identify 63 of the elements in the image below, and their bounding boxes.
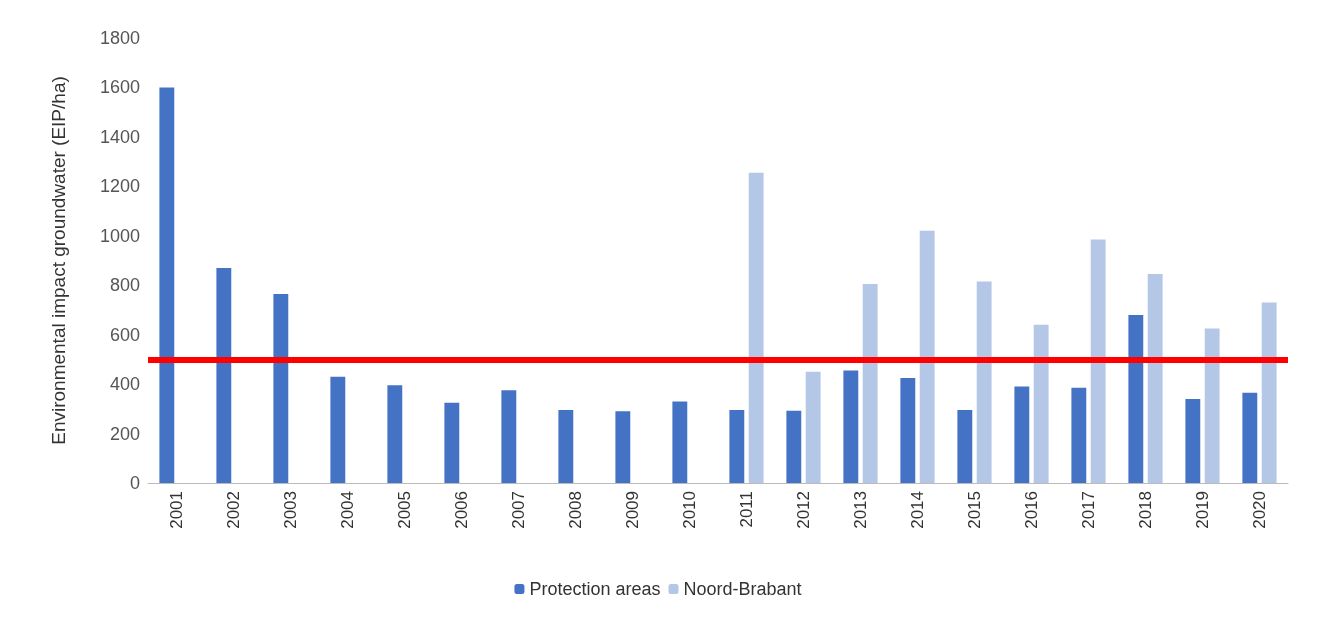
bar bbox=[159, 87, 175, 483]
y-tick-label: 1000 bbox=[99, 225, 140, 246]
x-tick-label: 2007 bbox=[509, 491, 528, 529]
bar bbox=[501, 390, 517, 483]
y-tick-label: 1800 bbox=[99, 28, 140, 48]
y-axis-title: Environmental impact groundwater (EIP/ha) bbox=[48, 76, 69, 445]
x-tick-label: 2015 bbox=[965, 491, 984, 529]
y-tick-label: 0 bbox=[129, 473, 140, 493]
bar bbox=[1261, 302, 1277, 483]
bar bbox=[919, 230, 935, 483]
x-tick-label: 2012 bbox=[794, 491, 813, 529]
x-tick-label: 2001 bbox=[167, 491, 186, 529]
bar bbox=[216, 267, 232, 483]
bar bbox=[558, 410, 574, 483]
bar bbox=[1033, 324, 1049, 483]
x-tick-label: 2018 bbox=[1136, 491, 1155, 529]
bar bbox=[672, 401, 688, 483]
x-tick-label: 2005 bbox=[395, 491, 414, 529]
x-tick-label: 2009 bbox=[623, 491, 642, 529]
bar bbox=[729, 410, 745, 483]
x-tick-label: 2014 bbox=[908, 491, 927, 529]
bar bbox=[1128, 314, 1144, 483]
y-tick-label: 1200 bbox=[99, 176, 140, 197]
legend-label: Noord-Brabant bbox=[683, 579, 802, 599]
y-tick-label: 1600 bbox=[99, 77, 140, 98]
bar bbox=[444, 402, 460, 483]
bar bbox=[273, 293, 289, 483]
x-tick-label: 2011 bbox=[737, 491, 756, 528]
bar bbox=[900, 377, 916, 483]
bar bbox=[1090, 239, 1106, 483]
x-tick-label: 2002 bbox=[224, 491, 243, 529]
y-tick-label: 400 bbox=[109, 374, 140, 395]
bar bbox=[843, 370, 859, 483]
y-tick-label: 200 bbox=[109, 423, 140, 444]
x-tick-label: 2010 bbox=[680, 491, 699, 529]
bar bbox=[1204, 328, 1220, 483]
bar bbox=[387, 385, 403, 483]
x-tick-label: 2013 bbox=[851, 491, 870, 529]
x-tick-label: 2008 bbox=[566, 491, 585, 529]
bar bbox=[1014, 386, 1030, 483]
bar bbox=[748, 172, 764, 483]
x-tick-label: 2004 bbox=[338, 491, 357, 529]
bar bbox=[330, 376, 346, 483]
bar bbox=[1147, 274, 1163, 483]
x-tick-label: 2019 bbox=[1193, 491, 1212, 529]
y-tick-label: 600 bbox=[109, 324, 140, 345]
bar bbox=[1242, 392, 1258, 483]
y-tick-label: 1400 bbox=[99, 126, 140, 147]
x-tick-label: 2020 bbox=[1250, 491, 1269, 529]
bar bbox=[1071, 387, 1087, 483]
x-tick-label: 2006 bbox=[452, 491, 471, 529]
bar bbox=[862, 283, 878, 483]
legend-label: Protection areas bbox=[529, 579, 661, 599]
x-tick-label: 2016 bbox=[1022, 491, 1041, 529]
bar bbox=[805, 371, 821, 483]
bar bbox=[1185, 398, 1201, 483]
bar bbox=[957, 410, 973, 483]
bar bbox=[615, 411, 631, 483]
bar bbox=[786, 410, 802, 483]
x-tick-label: 2003 bbox=[281, 491, 300, 529]
bar bbox=[976, 281, 992, 483]
y-tick-label: 800 bbox=[109, 275, 140, 296]
x-tick-label: 2017 bbox=[1079, 491, 1098, 529]
